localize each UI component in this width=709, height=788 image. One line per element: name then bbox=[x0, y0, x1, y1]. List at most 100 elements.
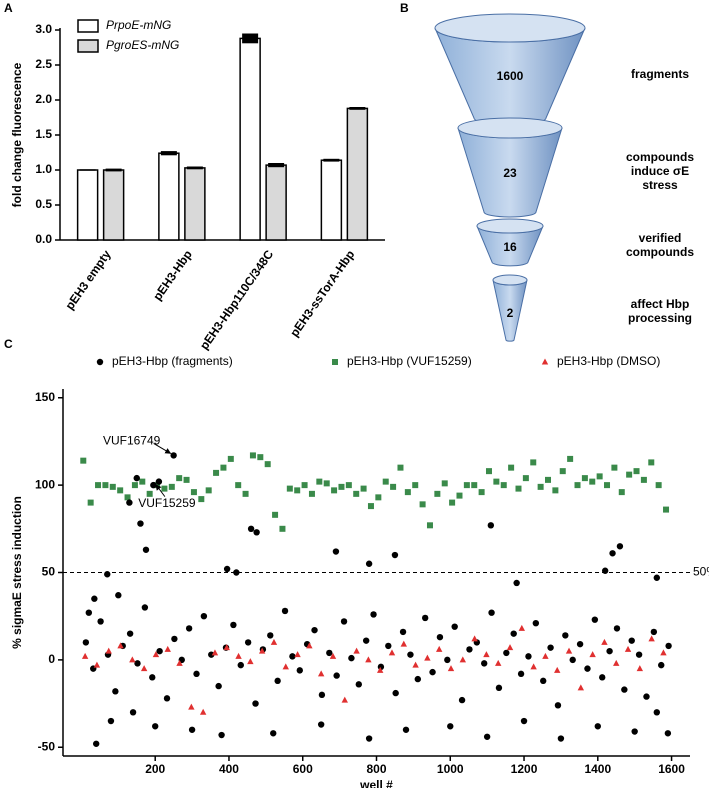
y-tick-label: 0.0 bbox=[35, 232, 52, 246]
funnel-label: induce σE bbox=[631, 164, 689, 178]
point bbox=[97, 618, 104, 625]
y-tick-label: 2.0 bbox=[35, 92, 52, 106]
point bbox=[424, 654, 431, 661]
point bbox=[208, 651, 215, 658]
error-bar bbox=[323, 158, 340, 162]
point bbox=[345, 482, 352, 489]
legend-swatch bbox=[77, 39, 99, 53]
funnel-value: 23 bbox=[503, 166, 517, 180]
point bbox=[367, 503, 374, 510]
point bbox=[606, 647, 613, 655]
point bbox=[200, 612, 208, 620]
point bbox=[618, 489, 625, 496]
point bbox=[213, 469, 220, 476]
x-tick-label: 1400 bbox=[584, 762, 611, 776]
panel-label: B bbox=[400, 1, 409, 15]
point bbox=[188, 703, 195, 710]
y-tick-label: -50 bbox=[38, 739, 56, 753]
point bbox=[161, 485, 168, 492]
point bbox=[193, 670, 200, 678]
point bbox=[220, 464, 227, 471]
point bbox=[183, 476, 190, 483]
point bbox=[91, 595, 98, 602]
point bbox=[404, 489, 411, 496]
point bbox=[665, 642, 672, 650]
point bbox=[281, 607, 289, 615]
point bbox=[223, 644, 230, 651]
point bbox=[93, 661, 101, 668]
point bbox=[426, 522, 433, 529]
point bbox=[107, 717, 115, 725]
point bbox=[429, 668, 436, 676]
point bbox=[402, 726, 410, 733]
point bbox=[471, 635, 478, 642]
point bbox=[80, 457, 87, 464]
annotation-arrow bbox=[153, 442, 172, 454]
point bbox=[365, 656, 372, 663]
point bbox=[513, 579, 520, 587]
funnel-value: 1600 bbox=[497, 69, 524, 83]
point bbox=[552, 487, 559, 494]
point bbox=[282, 663, 289, 670]
y-tick-label: 3.0 bbox=[35, 22, 52, 36]
point bbox=[436, 633, 444, 641]
point bbox=[218, 731, 225, 739]
point bbox=[109, 483, 116, 490]
y-tick-label: 0.5 bbox=[35, 197, 52, 211]
point bbox=[522, 475, 529, 482]
error-bar-body bbox=[268, 163, 285, 168]
point bbox=[640, 476, 647, 483]
point bbox=[621, 686, 628, 693]
point bbox=[596, 473, 603, 480]
point bbox=[478, 489, 485, 496]
point bbox=[190, 489, 197, 496]
point bbox=[198, 496, 205, 503]
point bbox=[205, 487, 212, 494]
legend-swatch bbox=[77, 19, 99, 33]
point bbox=[447, 723, 454, 730]
point bbox=[306, 642, 313, 649]
point bbox=[318, 691, 326, 699]
point bbox=[296, 667, 303, 674]
point bbox=[317, 721, 325, 728]
point bbox=[360, 485, 367, 492]
error-bar-body bbox=[160, 151, 177, 156]
funnel-label: affect Hbp bbox=[631, 297, 690, 311]
point bbox=[390, 483, 397, 490]
point bbox=[397, 464, 404, 471]
point bbox=[385, 642, 392, 650]
point bbox=[237, 661, 244, 669]
point bbox=[102, 482, 109, 489]
point bbox=[643, 693, 650, 700]
error-bar bbox=[268, 163, 285, 168]
point bbox=[459, 656, 467, 663]
point bbox=[331, 487, 338, 494]
point bbox=[274, 677, 281, 685]
point bbox=[392, 689, 399, 697]
point bbox=[493, 478, 500, 485]
point bbox=[458, 696, 466, 704]
y-tick-label: 0 bbox=[48, 652, 55, 666]
point bbox=[635, 651, 643, 658]
point bbox=[554, 702, 562, 709]
point bbox=[311, 626, 318, 634]
point bbox=[375, 494, 382, 501]
point bbox=[574, 482, 581, 489]
point bbox=[487, 522, 495, 529]
point bbox=[134, 660, 141, 667]
point bbox=[441, 480, 448, 487]
point bbox=[227, 455, 234, 462]
point bbox=[660, 649, 667, 656]
point bbox=[235, 652, 242, 659]
point bbox=[537, 483, 544, 490]
point bbox=[382, 478, 389, 485]
point bbox=[483, 651, 490, 658]
point bbox=[485, 468, 492, 475]
point bbox=[518, 624, 526, 631]
point bbox=[594, 723, 601, 730]
error-bar-body bbox=[79, 169, 96, 171]
point bbox=[576, 640, 584, 648]
point bbox=[133, 474, 140, 482]
point bbox=[279, 525, 286, 532]
point bbox=[609, 550, 616, 557]
